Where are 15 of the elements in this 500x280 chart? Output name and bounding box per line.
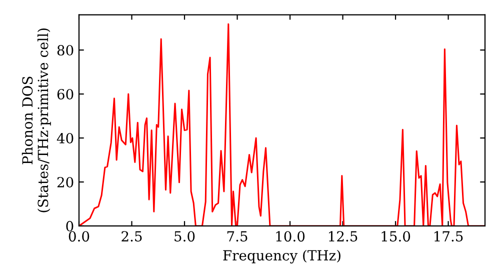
x-tick-label: 7.5 <box>227 231 248 242</box>
y-tick-label: 0 <box>66 220 74 232</box>
y-tick-label: 80 <box>57 44 74 56</box>
y-tick-label: 20 <box>57 176 74 188</box>
x-tick-label: 5.0 <box>174 231 195 242</box>
x-tick-label: 10.0 <box>276 231 305 242</box>
y-tick-label: 40 <box>56 132 74 144</box>
x-axis-title: Frequency (THz) <box>223 250 340 264</box>
x-tick-label: 15.0 <box>382 231 410 242</box>
y-tick-label: 60 <box>57 88 74 100</box>
x-tick-label: 2.5 <box>122 231 142 242</box>
x-tick-label: 0.0 <box>68 231 90 242</box>
x-tick-label: 17.5 <box>434 231 463 242</box>
y-axis-title: Phonon DOS (States/THz·primitive cell) <box>22 28 51 212</box>
x-tick-label: 12.5 <box>329 231 358 242</box>
